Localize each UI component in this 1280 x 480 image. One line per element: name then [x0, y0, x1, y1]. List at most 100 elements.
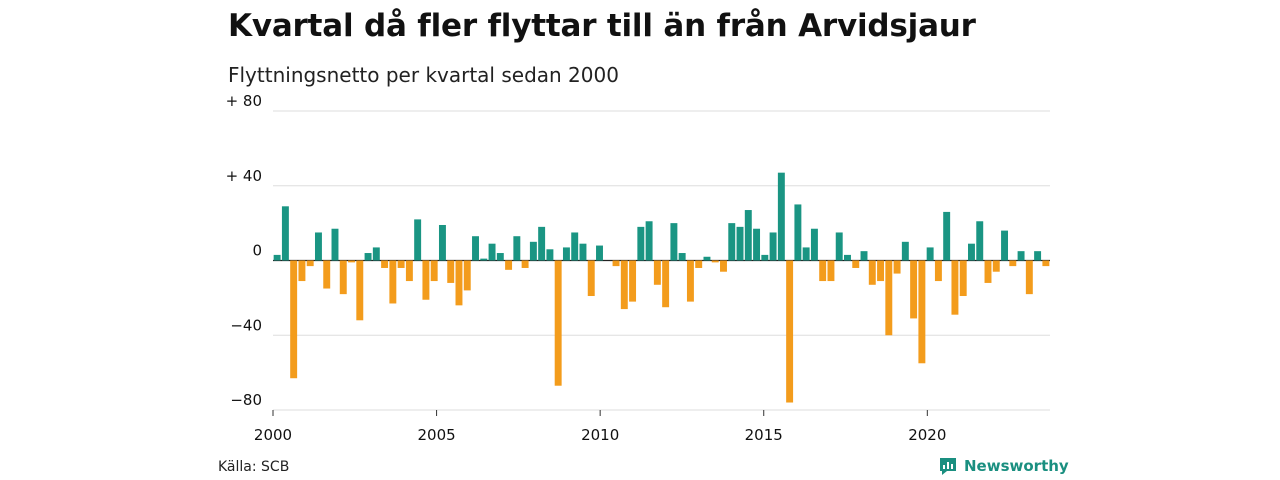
bar-2012-Q3[interactable] [686, 260, 694, 302]
bar-2006-Q4[interactable] [496, 253, 504, 261]
bar-2011-Q4[interactable] [662, 260, 670, 308]
bar-2009-Q2[interactable] [579, 243, 587, 261]
bar-2009-Q1[interactable] [571, 232, 579, 261]
bar-2014-Q3[interactable] [753, 228, 761, 261]
bar-2013-Q1[interactable] [703, 256, 711, 261]
bar-2003-Q2[interactable] [381, 260, 389, 268]
bar-2019-Q4[interactable] [926, 247, 934, 261]
bar-2008-Q1[interactable] [538, 226, 546, 261]
bar-2005-Q1[interactable] [438, 224, 446, 261]
bar-2019-Q3[interactable] [918, 260, 926, 364]
bar-2012-Q1[interactable] [670, 223, 678, 261]
bar-2014-Q4[interactable] [761, 254, 769, 261]
brand-logo[interactable]: Newsworthy [938, 456, 1069, 476]
bar-2022-Q4[interactable] [1025, 260, 1033, 295]
bar-2017-Q1[interactable] [835, 232, 843, 261]
bar-2004-Q2[interactable] [414, 219, 422, 261]
bar-2020-Q4[interactable] [959, 260, 967, 297]
x-tick-label: 2005 [417, 426, 455, 444]
bar-2017-Q3[interactable] [852, 260, 860, 268]
bar-2007-Q1[interactable] [505, 260, 513, 270]
x-tick-label: 2020 [908, 426, 946, 444]
bar-2012-Q2[interactable] [678, 253, 686, 261]
bar-2017-Q4[interactable] [860, 251, 868, 261]
bar-2008-Q3[interactable] [554, 260, 562, 386]
bar-2006-Q2[interactable] [480, 258, 488, 261]
bar-2004-Q3[interactable] [422, 260, 430, 300]
bar-2015-Q1[interactable] [769, 232, 777, 261]
bar-2016-Q2[interactable] [810, 228, 818, 261]
bar-2016-Q4[interactable] [827, 260, 835, 282]
bar-2000-Q2[interactable] [281, 206, 289, 261]
bar-2009-Q4[interactable] [596, 245, 603, 261]
bar-2015-Q4[interactable] [794, 204, 802, 261]
bar-2008-Q2[interactable] [546, 249, 554, 261]
bar-2007-Q3[interactable] [521, 260, 529, 268]
bar-2006-Q1[interactable] [472, 236, 479, 261]
bar-2014-Q1[interactable] [736, 226, 744, 261]
bar-2015-Q3[interactable] [786, 260, 794, 403]
bar-2007-Q4[interactable] [529, 241, 537, 261]
bar-2007-Q2[interactable] [513, 236, 521, 261]
bar-2012-Q4[interactable] [695, 260, 703, 268]
bar-2006-Q3[interactable] [488, 243, 496, 261]
bar-2010-Q3[interactable] [620, 260, 628, 310]
bar-2001-Q1[interactable] [306, 260, 314, 267]
bar-2005-Q3[interactable] [455, 260, 463, 306]
bar-2016-Q3[interactable] [819, 260, 827, 282]
bar-2003-Q3[interactable] [389, 260, 397, 304]
bar-2010-Q4[interactable] [629, 260, 637, 302]
bar-2001-Q3[interactable] [323, 260, 331, 289]
bar-2008-Q4[interactable] [562, 247, 570, 261]
bar-2018-Q2[interactable] [877, 260, 885, 282]
y-tick-label: −80 [230, 391, 262, 409]
source-note: Källa: SCB [218, 459, 290, 475]
bar-2019-Q1[interactable] [901, 241, 909, 261]
bar-2015-Q2[interactable] [777, 172, 785, 261]
bar-2010-Q2[interactable] [612, 260, 620, 267]
bar-2000-Q1[interactable] [273, 254, 281, 261]
bar-2009-Q3[interactable] [587, 260, 595, 297]
bar-2019-Q2[interactable] [910, 260, 918, 319]
bar-2014-Q2[interactable] [744, 210, 752, 261]
bar-2022-Q2[interactable] [1009, 260, 1017, 267]
bar-2018-Q3[interactable] [885, 260, 893, 336]
bar-2005-Q2[interactable] [447, 260, 455, 283]
bar-2004-Q4[interactable] [430, 260, 438, 282]
x-tick-label: 2000 [254, 426, 292, 444]
bar-2011-Q2[interactable] [645, 221, 653, 261]
bar-2022-Q1[interactable] [1001, 230, 1009, 261]
bar-2023-Q2[interactable] [1042, 260, 1050, 267]
bar-2021-Q1[interactable] [968, 243, 975, 261]
bar-2001-Q2[interactable] [314, 232, 322, 261]
bar-2022-Q3[interactable] [1017, 251, 1025, 261]
bar-2021-Q3[interactable] [984, 260, 992, 283]
newsworthy-logo-icon [940, 458, 956, 475]
bar-2002-Q1[interactable] [339, 260, 347, 295]
bar-2004-Q1[interactable] [405, 260, 413, 282]
bar-2011-Q3[interactable] [653, 260, 661, 285]
bar-2001-Q4[interactable] [331, 228, 339, 261]
bar-2016-Q1[interactable] [802, 247, 810, 261]
bar-2003-Q4[interactable] [397, 260, 405, 268]
bar-2020-Q2[interactable] [943, 211, 951, 261]
bar-2018-Q1[interactable] [868, 260, 876, 285]
bar-2002-Q2[interactable] [348, 260, 355, 263]
bar-2023-Q1[interactable] [1034, 251, 1042, 261]
bar-2021-Q4[interactable] [992, 260, 1000, 272]
bar-2002-Q4[interactable] [364, 253, 372, 261]
bar-2011-Q1[interactable] [637, 226, 645, 261]
bar-2021-Q2[interactable] [976, 221, 984, 261]
bar-2020-Q3[interactable] [951, 260, 959, 315]
bar-2017-Q2[interactable] [844, 254, 851, 261]
bar-2005-Q4[interactable] [463, 260, 471, 291]
bar-2000-Q4[interactable] [298, 260, 306, 282]
bar-2013-Q4[interactable] [728, 223, 736, 261]
bar-2013-Q3[interactable] [720, 260, 727, 272]
bar-2003-Q1[interactable] [372, 247, 380, 261]
bar-2020-Q1[interactable] [934, 260, 942, 282]
bar-2002-Q3[interactable] [356, 260, 364, 321]
bar-2000-Q3[interactable] [290, 260, 298, 379]
bar-2013-Q2[interactable] [711, 260, 719, 263]
bar-2018-Q4[interactable] [893, 260, 901, 274]
